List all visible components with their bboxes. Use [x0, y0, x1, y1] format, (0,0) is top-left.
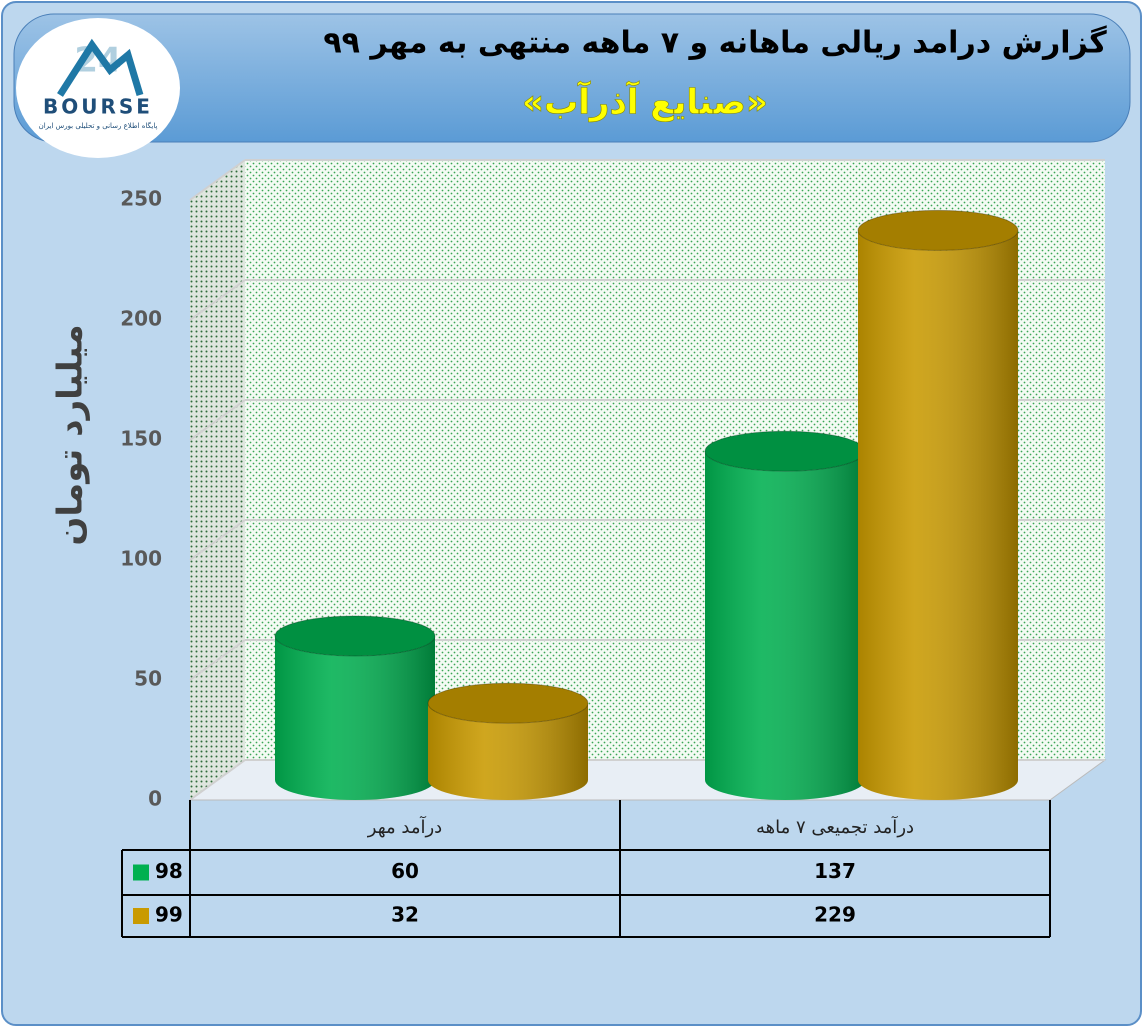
grid-line-side — [189, 399, 246, 441]
bar-top-shade — [275, 616, 435, 656]
side-wall — [190, 160, 245, 800]
table-value: 32 — [391, 903, 419, 927]
grid-line-side — [189, 639, 246, 681]
bar-top-shade — [428, 683, 588, 724]
bar-shade — [858, 230, 1018, 800]
y-tick-label: 50 — [134, 667, 162, 691]
table-value: 137 — [814, 859, 856, 883]
grid-line-side — [189, 519, 246, 561]
cylinder — [274, 615, 436, 800]
logo-mark: 24 — [74, 41, 121, 81]
cylinder — [427, 682, 589, 800]
y-axis-label: میلیارد تومان — [51, 324, 91, 545]
table-value: 60 — [391, 859, 419, 883]
grid-line-side — [189, 759, 246, 801]
cylinder — [857, 209, 1019, 800]
chart-title: گزارش درامد ریالی ماهانه و ۷ ماهه منتهی … — [323, 25, 1107, 61]
bar-shade — [705, 451, 865, 800]
bar-shade — [275, 636, 435, 800]
y-tick-label: 250 — [120, 187, 162, 211]
grid-line-side — [189, 279, 246, 321]
legend-swatch — [133, 864, 149, 881]
x-tick-label: درآمد تجمیعی ۷ ماهه — [756, 815, 914, 838]
cylinder — [704, 430, 866, 800]
logo-text: BOURSE — [43, 95, 153, 119]
legend-swatch — [133, 908, 149, 924]
bar-top-shade — [705, 431, 865, 472]
legend-label: 99 — [155, 903, 183, 927]
y-tick-label: 0 — [148, 787, 162, 811]
legend-label: 98 — [155, 859, 183, 883]
bar-top-shade — [858, 210, 1018, 251]
header — [13, 13, 1131, 143]
bar-shade — [428, 703, 588, 800]
chart-subtitle: «صنایع آذرآب» — [522, 81, 768, 123]
y-tick-label: 200 — [120, 307, 162, 331]
y-tick-label: 100 — [120, 547, 162, 571]
grid-line-side — [189, 159, 246, 201]
logo-tagline: پایگاه اطلاع رسانی و تحلیلی بورس ایران — [39, 121, 158, 130]
table-value: 229 — [814, 903, 856, 927]
bar-top — [857, 209, 1019, 251]
logo-icon — [57, 38, 144, 97]
x-tick-label: درآمد مهر — [367, 815, 442, 838]
logo-badge — [16, 18, 180, 158]
bar-top — [274, 615, 436, 657]
y-tick-label: 150 — [120, 427, 162, 451]
bar-top — [427, 682, 589, 724]
